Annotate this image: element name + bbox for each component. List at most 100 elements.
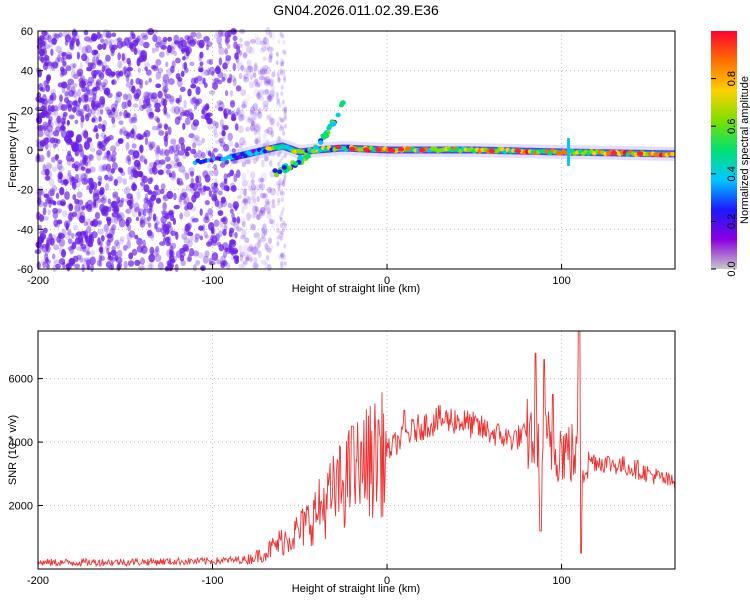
noise-blob [67, 169, 72, 177]
colorbar-label: Normalized spectral amplitude [739, 76, 750, 224]
noise-blob [213, 132, 219, 139]
noise-blob [40, 124, 47, 131]
track-blob [242, 153, 248, 158]
noise-blob [55, 154, 59, 162]
noise-blob [209, 212, 213, 219]
noise-blob [154, 150, 160, 159]
noise-blob [63, 178, 68, 187]
noise-blob [76, 177, 82, 183]
noise-blob [269, 218, 276, 225]
noise-blob [251, 187, 257, 196]
noise-blob [195, 32, 202, 40]
noise-blob [90, 263, 94, 272]
noise-blob [216, 259, 221, 265]
noise-blob [49, 187, 55, 197]
noise-blob [249, 124, 256, 132]
noise-blob [250, 106, 255, 114]
noise-blob [192, 250, 200, 257]
noise-blob [154, 222, 158, 230]
noise-blob [66, 83, 73, 92]
noise-blob [139, 215, 146, 225]
noise-blob [198, 225, 204, 231]
noise-blob [241, 140, 248, 147]
noise-blob [236, 61, 244, 71]
noise-blob [182, 152, 187, 160]
noise-blob [247, 195, 251, 205]
noise-blob [148, 111, 154, 119]
noise-blob [186, 256, 192, 263]
noise-blob [263, 80, 271, 86]
noise-blob [253, 88, 260, 97]
noise-blob [268, 55, 273, 63]
noise-blob [139, 171, 144, 178]
noise-blob [130, 30, 134, 37]
noise-blob [222, 228, 227, 236]
noise-blob [281, 33, 285, 39]
noise-blob [176, 177, 181, 185]
noise-blob [104, 245, 111, 251]
noise-blob [74, 149, 79, 157]
colorbar-ticks: 0.0 0.2 0.4 0.6 0.8 [711, 71, 738, 277]
noise-blob [245, 46, 253, 54]
noise-blob [259, 185, 263, 193]
noise-blob [236, 216, 241, 224]
noise-blob [226, 172, 231, 178]
noise-blob [207, 208, 214, 215]
noise-blob [62, 111, 68, 117]
noise-blob [255, 37, 262, 46]
noise-blob [258, 210, 264, 219]
noise-blob [148, 112, 155, 120]
noise-blob [38, 48, 45, 56]
noise-blob [195, 99, 200, 107]
branch-blob [281, 165, 287, 170]
noise-blob [151, 125, 159, 131]
noise-blob [76, 173, 83, 182]
noise-blob [62, 210, 68, 217]
noise-blob [168, 209, 175, 217]
noise-blob [142, 34, 149, 41]
noise-blob [173, 204, 180, 210]
noise-blob [174, 263, 179, 273]
noise-blob [259, 47, 265, 54]
noise-blob [280, 253, 284, 259]
noise-blob [119, 127, 127, 135]
noise-blob [182, 109, 188, 116]
noise-blob [86, 153, 94, 160]
noise-blob [66, 119, 70, 126]
noise-blob [131, 85, 136, 94]
noise-blob [284, 223, 287, 228]
noise-blob [134, 234, 139, 240]
noise-blob [275, 51, 279, 57]
y-tick-label: 0 [27, 145, 33, 157]
noise-blob [55, 45, 62, 53]
noise-blob [232, 62, 237, 72]
noise-blob [93, 188, 100, 198]
noise-blob [146, 216, 151, 222]
noise-blob [117, 60, 123, 69]
noise-blob [262, 64, 269, 71]
noise-blob [221, 216, 227, 223]
noise-blob [238, 72, 243, 80]
noise-blob [250, 224, 257, 231]
noise-blob [59, 187, 65, 196]
noise-blob [240, 206, 245, 214]
noise-blob [210, 235, 214, 243]
noise-blob [151, 47, 156, 54]
noise-blob [167, 236, 172, 245]
noise-blob [180, 39, 187, 48]
noise-blob [260, 206, 265, 213]
noise-blob [80, 80, 87, 88]
noise-blob [145, 69, 152, 76]
noise-blob [282, 130, 286, 136]
noise-blob [173, 230, 179, 236]
noise-blob [280, 261, 284, 266]
noise-blob [170, 242, 177, 250]
noise-blob [176, 161, 182, 167]
noise-blob [70, 244, 75, 250]
noise-blob [259, 66, 265, 72]
colorbar-tick-label: 0.4 [726, 166, 738, 181]
noise-blob [244, 40, 250, 47]
noise-blob [263, 153, 269, 162]
noise-blob [153, 216, 159, 221]
